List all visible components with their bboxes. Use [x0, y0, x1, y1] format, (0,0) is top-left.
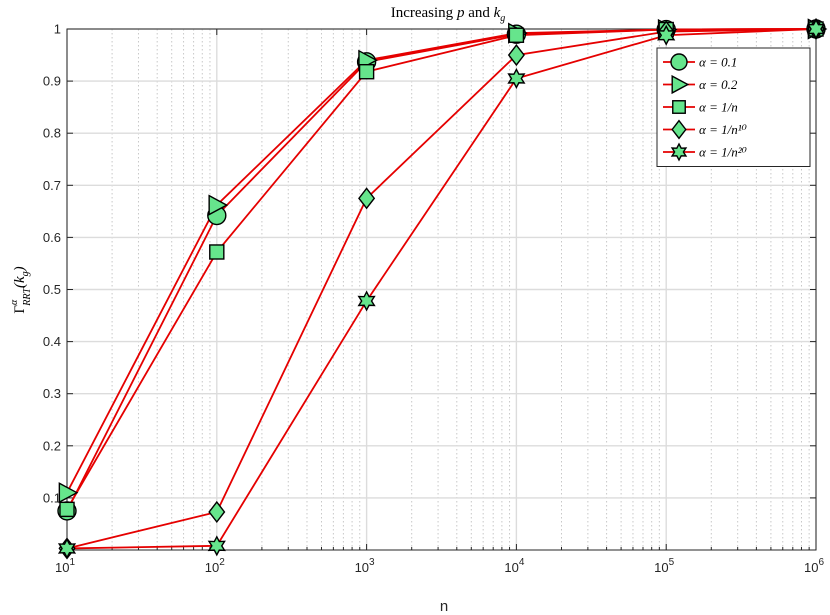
data-point-series-5 — [357, 290, 376, 312]
x-tick-label-base: 10 — [654, 560, 668, 575]
x-tick-label-exponent: 3 — [369, 557, 375, 568]
y-tick-label: 0.4 — [43, 334, 61, 349]
data-point-series-5 — [657, 24, 676, 46]
x-tick-label-base: 10 — [504, 560, 518, 575]
legend-label-4: α = 1/n¹⁰ — [699, 122, 748, 137]
legend-items: α = 0.1 α = 0.2 α = 1/n α = 1/n¹⁰ α = 1/n²⁰ — [663, 53, 748, 162]
x-tick-label: 104 — [504, 557, 524, 575]
data-point-series-4 — [208, 500, 226, 524]
x-tick-label: 101 — [55, 557, 75, 575]
data-point-series-5 — [806, 18, 826, 40]
x-tick-label-exponent: 5 — [669, 557, 675, 568]
legend-marker-1 — [670, 53, 688, 71]
data-point-series-2 — [58, 482, 79, 504]
chart-title: Increasing p and kg — [391, 5, 506, 24]
x-axis-label: n — [440, 598, 448, 615]
x-tick-label-base: 10 — [804, 560, 818, 575]
y-axis-label: Γα RRT(kg) — [9, 266, 33, 313]
series-line-5 — [66, 28, 817, 550]
legend-marker-2 — [671, 74, 690, 95]
x-tick-label: 102 — [205, 557, 225, 575]
y-tick-label: 0.9 — [43, 74, 61, 89]
tick-marks — [66, 28, 817, 550]
x-tick-labels: 101 102 103 104 105 106 — [55, 557, 824, 575]
data-point-series-5 — [207, 535, 226, 557]
legend-label-5: α = 1/n²⁰ — [699, 145, 748, 160]
series-lines — [66, 28, 817, 550]
x-tick-label-exponent: 6 — [818, 557, 824, 568]
legend-label-2: α = 0.2 — [699, 77, 738, 92]
data-point-series-5 — [57, 537, 77, 559]
x-tick-label: 103 — [355, 557, 375, 575]
legend-marker-5 — [670, 142, 688, 162]
x-tick-label-exponent: 2 — [219, 557, 225, 568]
x-tick-label-exponent: 4 — [519, 557, 525, 568]
data-point-series-2 — [208, 194, 229, 216]
data-point-series-3 — [358, 64, 375, 80]
x-tick-label-base: 10 — [355, 560, 369, 575]
y-tick-label: 0.7 — [43, 178, 61, 193]
y-tick-label: 0.6 — [43, 230, 61, 245]
y-tick-label: 0.2 — [43, 438, 61, 453]
legend-marker-4 — [671, 119, 687, 140]
data-point-series-5 — [507, 67, 526, 90]
series-line-4 — [66, 28, 817, 550]
x-tick-label-exponent: 1 — [69, 557, 75, 568]
series-line-3 — [66, 28, 817, 510]
legend: α = 0.1 α = 0.2 α = 1/n α = 1/n¹⁰ α = 1/n²⁰ — [656, 47, 811, 167]
y-tick-labels: 0.1 0.2 0.3 0.4 0.5 0.6 0.7 0.8 0.9 1 — [43, 22, 61, 506]
data-point-series-4 — [358, 187, 376, 210]
legend-marker-3 — [672, 100, 686, 114]
x-tick-label-base: 10 — [55, 560, 69, 575]
x-tick-label: 105 — [654, 557, 674, 575]
y-tick-label: 0.3 — [43, 386, 61, 401]
x-tick-label: 106 — [804, 557, 824, 575]
y-tick-label: 0.5 — [43, 282, 61, 297]
y-tick-label: 0.1 — [43, 490, 61, 505]
data-point-series-3 — [508, 27, 525, 43]
y-tick-label: 0.8 — [43, 126, 61, 141]
legend-label-3: α = 1/n — [699, 100, 738, 115]
series-markers — [57, 17, 828, 560]
data-point-series-3 — [209, 244, 225, 260]
data-point-series-3 — [59, 501, 75, 518]
legend-label-1: α = 0.1 — [699, 55, 737, 70]
y-tick-label: 1 — [54, 22, 61, 37]
x-tick-label-base: 10 — [205, 560, 219, 575]
data-point-series-4 — [507, 44, 525, 67]
